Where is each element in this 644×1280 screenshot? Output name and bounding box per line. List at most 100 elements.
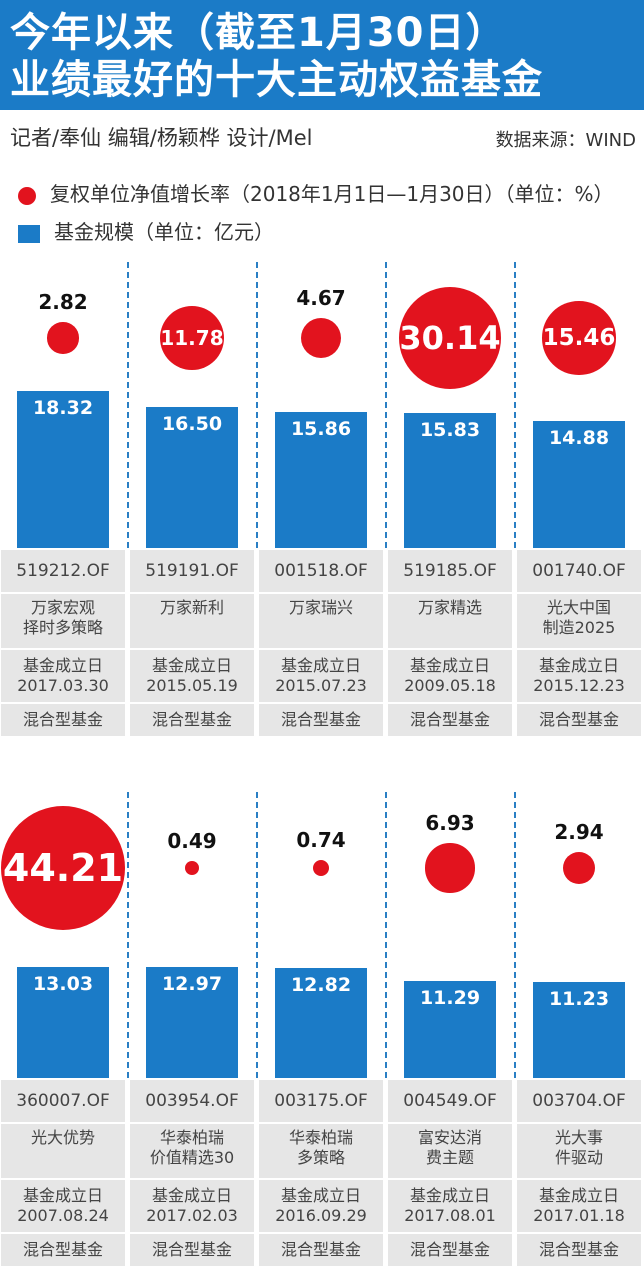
chart-title-line-1: 今年以来（截至1月30日） <box>10 10 507 56</box>
growth-circle <box>300 317 342 359</box>
chart-panel-bottom: 44.21 13.03 360007.OF 光大优势 基金成立日 2007.08.24 混合… <box>0 792 644 1266</box>
fund-code: 003954.OF <box>130 1080 254 1122</box>
fund-inception: 基金成立日 2017.03.30 <box>1 650 125 702</box>
fund-code: 519191.OF <box>130 550 254 592</box>
fund-inception: 基金成立日 2017.01.18 <box>517 1180 641 1232</box>
column-divider <box>256 792 258 1078</box>
inception-label: 基金成立日 <box>538 1186 619 1205</box>
scale-bar: 14.88 <box>533 420 625 548</box>
fund-name-line: 费主题 <box>425 1148 474 1167</box>
fund-column: 0.74 12.82 003175.OF 华泰柏瑞 多策略 基金成立日 2016.09.29… <box>258 792 384 1266</box>
fund-name-line: 择时多策略 <box>22 618 103 637</box>
fund-column: 11.78 16.50 519191.OF 万家新利 基金成立日 2015.05.19 混合… <box>129 262 255 736</box>
fund-code: 001518.OF <box>259 550 383 592</box>
scale-value-label: 16.50 <box>161 412 223 435</box>
chart-title-line-2: 业绩最好的十大主动权益基金 <box>10 57 543 103</box>
inception-label: 基金成立日 <box>280 656 361 675</box>
legend-growth-label: 复权单位净值增长率（2018年1月1日—1月30日）（单位：%） <box>50 182 614 206</box>
fund-code: 003704.OF <box>517 1080 641 1122</box>
scale-bar: 13.03 <box>17 966 109 1078</box>
scale-value-label: 14.88 <box>548 426 610 449</box>
fund-column: 30.14 15.83 519185.OF 万家精选 基金成立日 2009.05.18 混合… <box>387 262 513 736</box>
fund-column: 0.49 12.97 003954.OF 华泰柏瑞 价值精选30 基金成立日 2017.02… <box>129 792 255 1266</box>
scale-bar: 15.83 <box>404 412 496 548</box>
inception-label: 基金成立日 <box>151 1186 232 1205</box>
inception-label: 基金成立日 <box>409 1186 490 1205</box>
fund-column: 2.82 18.32 519212.OF 万家宏观 择时多策略 基金成立日 2017.03.… <box>0 262 126 736</box>
fund-name: 万家瑞兴 <box>259 594 383 648</box>
fund-column: 2.94 11.23 003704.OF 光大事 件驱动 基金成立日 2017.01.18 混… <box>516 792 642 1266</box>
fund-name-line: 光大事 <box>554 1128 603 1147</box>
column-divider <box>127 792 129 1078</box>
fund-code: 519185.OF <box>388 550 512 592</box>
fund-name: 光大中国 制造2025 <box>517 594 641 648</box>
scale-bar: 11.29 <box>404 981 496 1078</box>
column-divider <box>127 262 129 548</box>
inception-date: 2017.01.18 <box>533 1206 625 1225</box>
fund-name: 华泰柏瑞 多策略 <box>259 1124 383 1178</box>
fund-inception: 基金成立日 2007.08.24 <box>1 1180 125 1232</box>
legend-growth: 复权单位净值增长率（2018年1月1日—1月30日）（单位：%） <box>18 178 614 207</box>
fund-type: 混合型基金 <box>259 1234 383 1266</box>
fund-name-line: 件驱动 <box>554 1148 603 1167</box>
title-banner: 今年以来（截至1月30日） 业绩最好的十大主动权益基金 <box>0 0 644 110</box>
growth-circle <box>312 859 329 876</box>
fund-type: 混合型基金 <box>130 704 254 736</box>
inception-date: 2017.08.01 <box>404 1206 496 1225</box>
column-divider <box>385 792 387 1078</box>
scale-bar: 16.50 <box>146 406 238 548</box>
inception-label: 基金成立日 <box>538 656 619 675</box>
scale-value-label: 15.86 <box>290 418 352 441</box>
fund-name-line: 万家精选 <box>417 598 482 617</box>
fund-type: 混合型基金 <box>1 1234 125 1266</box>
fund-name-line: 华泰柏瑞 <box>288 1128 353 1147</box>
fund-column: 15.46 14.88 001740.OF 光大中国 制造2025 基金成立日 2015.1… <box>516 262 642 736</box>
growth-value-label: 30.14 <box>398 286 502 390</box>
legend-scale-label: 基金规模（单位：亿元） <box>54 220 274 244</box>
column-divider <box>385 262 387 548</box>
fund-inception: 基金成立日 2016.09.29 <box>259 1180 383 1232</box>
fund-name-line: 价值精选30 <box>149 1148 235 1167</box>
fund-name-line: 万家新利 <box>159 598 224 617</box>
fund-type: 混合型基金 <box>388 704 512 736</box>
fund-name-line: 光大中国 <box>546 598 611 617</box>
fund-name-line: 万家瑞兴 <box>288 598 353 617</box>
fund-name-line: 华泰柏瑞 <box>159 1128 224 1147</box>
fund-name: 万家宏观 择时多策略 <box>1 594 125 648</box>
inception-date: 2017.03.30 <box>17 676 109 695</box>
fund-code: 003175.OF <box>259 1080 383 1122</box>
scale-value-label: 12.82 <box>290 974 352 997</box>
inception-date: 2007.08.24 <box>17 1206 109 1225</box>
inception-date: 2009.05.18 <box>404 676 496 695</box>
fund-column: 44.21 13.03 360007.OF 光大优势 基金成立日 2007.08.24 混合… <box>0 792 126 1266</box>
fund-name: 光大事 件驱动 <box>517 1124 641 1178</box>
data-source: 数据来源：WIND <box>495 130 636 151</box>
fund-name-line: 富安达消 <box>417 1128 482 1147</box>
fund-inception: 基金成立日 2009.05.18 <box>388 650 512 702</box>
scale-value-label: 13.03 <box>32 972 94 995</box>
scale-bar: 11.23 <box>533 981 625 1078</box>
fund-name: 万家新利 <box>130 594 254 648</box>
fund-name: 富安达消 费主题 <box>388 1124 512 1178</box>
inception-date: 2016.09.29 <box>275 1206 367 1225</box>
inception-label: 基金成立日 <box>409 656 490 675</box>
fund-name: 华泰柏瑞 价值精选30 <box>130 1124 254 1178</box>
growth-value-label: 4.67 <box>296 285 346 310</box>
growth-value-label: 2.94 <box>554 820 604 844</box>
growth-circle <box>185 861 199 875</box>
fund-column: 4.67 15.86 001518.OF 万家瑞兴 基金成立日 2015.07.23 混合型… <box>258 262 384 736</box>
growth-value-label: 11.78 <box>159 305 224 370</box>
fund-code: 001740.OF <box>517 550 641 592</box>
credits: 记者/奉仙 编辑/杨颖桦 设计/Mel <box>10 126 313 150</box>
growth-circle <box>425 843 475 893</box>
scale-value-label: 18.32 <box>32 397 94 420</box>
inception-label: 基金成立日 <box>280 1186 361 1205</box>
fund-inception: 基金成立日 2015.12.23 <box>517 650 641 702</box>
growth-value-label: 15.46 <box>542 301 616 375</box>
fund-name: 光大优势 <box>1 1124 125 1178</box>
legend-circle-icon <box>18 186 36 205</box>
scale-bar: 15.86 <box>275 412 367 548</box>
legend-scale: 基金规模（单位：亿元） <box>18 216 274 245</box>
inception-label: 基金成立日 <box>22 1186 103 1205</box>
fund-type: 混合型基金 <box>130 1234 254 1266</box>
